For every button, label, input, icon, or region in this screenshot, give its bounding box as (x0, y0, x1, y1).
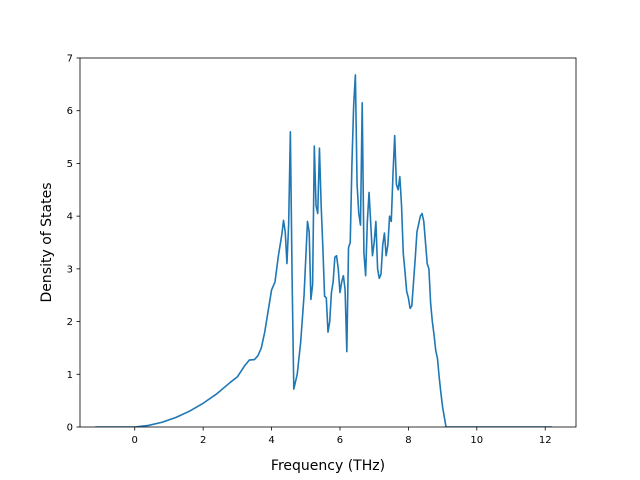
x-tick-label: 10 (470, 435, 483, 446)
x-tick-label: 8 (405, 435, 411, 446)
plot-area (95, 74, 553, 427)
x-tick-label: 6 (337, 435, 343, 446)
y-axis-ticks: 0 1 2 3 4 5 6 7 (67, 54, 80, 434)
y-tick-label: 0 (67, 423, 73, 434)
y-tick-label: 7 (67, 54, 73, 65)
axes-frame (79, 57, 577, 428)
x-tick-label: 4 (268, 435, 274, 446)
y-tick-label: 3 (67, 264, 73, 275)
y-axis-label: Density of States (39, 183, 55, 303)
y-tick-label: 6 (67, 106, 73, 117)
dos-series-line (95, 74, 553, 427)
y-tick-label: 2 (67, 317, 73, 328)
x-axis-label: Frequency (THz) (271, 458, 385, 474)
x-tick-label: 12 (539, 435, 552, 446)
x-tick-label: 2 (200, 435, 206, 446)
y-tick-label: 5 (67, 159, 73, 170)
x-axis-ticks: 0 2 4 6 8 10 12 (132, 427, 552, 446)
y-tick-label: 4 (67, 212, 73, 223)
x-tick-label: 0 (132, 435, 138, 446)
y-tick-label: 1 (67, 370, 73, 381)
